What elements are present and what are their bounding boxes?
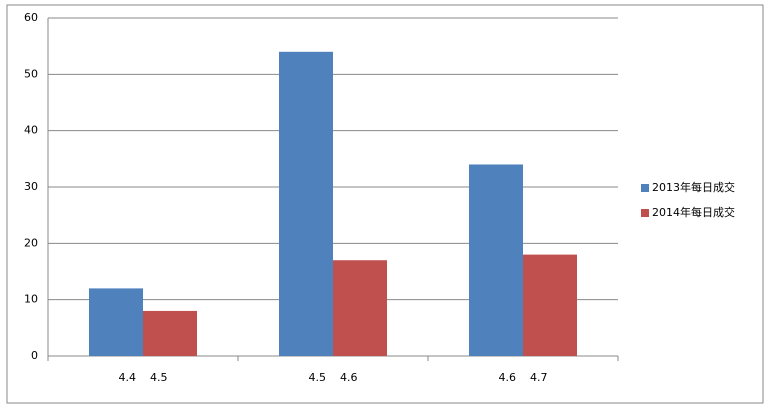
x-tick-label: 4.4 4.5: [119, 371, 168, 384]
bar: [523, 254, 577, 356]
bar: [89, 288, 143, 356]
bar: [333, 260, 387, 356]
bar: [469, 164, 523, 356]
y-tick-label: 40: [24, 124, 38, 137]
x-tick-label: 4.6 4.7: [499, 371, 548, 384]
y-tick-label: 20: [24, 236, 38, 249]
y-tick-label: 60: [24, 11, 38, 24]
legend-swatch: [641, 209, 649, 217]
y-tick-label: 0: [31, 349, 38, 362]
x-tick-label: 4.5 4.6: [309, 371, 358, 384]
y-tick-label: 30: [24, 180, 38, 193]
y-tick-label: 10: [24, 293, 38, 306]
legend-label: 2014年每日成交: [652, 205, 735, 219]
y-tick-label: 50: [24, 67, 38, 80]
legend-label: 2013年每日成交: [652, 180, 735, 194]
bar: [279, 51, 333, 357]
bar: [143, 310, 197, 356]
legend-swatch: [641, 184, 649, 192]
